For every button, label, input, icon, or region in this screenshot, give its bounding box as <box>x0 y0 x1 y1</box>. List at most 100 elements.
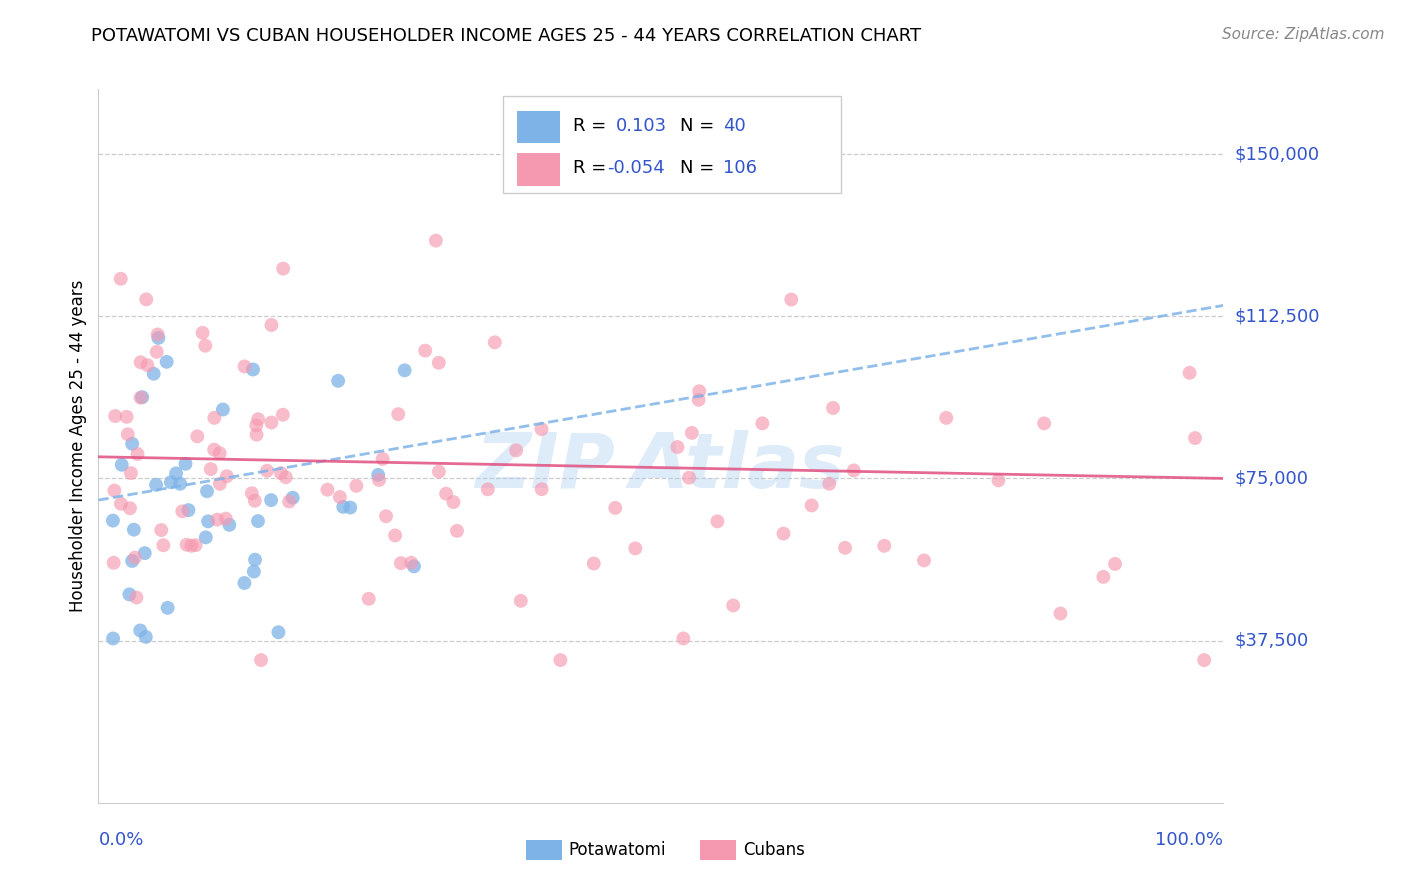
Y-axis label: Householder Income Ages 25 - 44 years: Householder Income Ages 25 - 44 years <box>69 280 87 612</box>
Text: Source: ZipAtlas.com: Source: ZipAtlas.com <box>1222 27 1385 42</box>
Point <box>427 356 450 370</box>
Point <box>146 327 169 342</box>
Point <box>399 556 422 570</box>
Point <box>681 425 703 440</box>
Point <box>624 541 647 556</box>
Point <box>357 591 380 606</box>
Point <box>131 390 153 404</box>
FancyBboxPatch shape <box>517 153 560 186</box>
Point <box>156 600 179 615</box>
Point <box>672 632 695 646</box>
Point <box>135 293 157 307</box>
Point <box>191 326 214 340</box>
Point <box>706 515 728 529</box>
Point <box>240 486 263 500</box>
Point <box>550 653 572 667</box>
Point <box>247 412 270 426</box>
Point <box>344 479 367 493</box>
Point <box>367 467 389 482</box>
Point <box>477 483 499 497</box>
Point <box>233 359 256 374</box>
Point <box>394 363 416 377</box>
Point <box>328 374 350 388</box>
Point <box>180 539 202 553</box>
Point <box>142 367 165 381</box>
Point <box>104 409 127 423</box>
Point <box>121 437 143 451</box>
Point <box>110 272 132 286</box>
Point <box>176 538 198 552</box>
Text: 0.0%: 0.0% <box>98 831 143 849</box>
Point <box>256 464 278 478</box>
Point <box>873 539 896 553</box>
Point <box>207 513 229 527</box>
Point <box>233 576 256 591</box>
Point <box>384 528 406 542</box>
Text: R =: R = <box>574 118 612 136</box>
Point <box>427 465 450 479</box>
Point <box>270 466 292 480</box>
Point <box>274 470 297 484</box>
Point <box>371 451 394 466</box>
Point <box>246 514 269 528</box>
Point <box>271 261 294 276</box>
Point <box>339 500 361 515</box>
Point <box>530 422 553 436</box>
Point <box>582 557 605 571</box>
Point <box>834 541 856 555</box>
Point <box>129 355 152 369</box>
Point <box>721 599 744 613</box>
Point <box>316 483 339 497</box>
Point <box>197 514 219 528</box>
Point <box>688 384 710 399</box>
Point <box>402 559 425 574</box>
Point <box>129 391 152 405</box>
Point <box>271 408 294 422</box>
Point <box>124 550 146 565</box>
Point <box>368 473 391 487</box>
Point <box>186 429 208 443</box>
Point <box>912 553 935 567</box>
Point <box>505 443 527 458</box>
Point <box>174 457 197 471</box>
Point <box>387 407 409 421</box>
Point <box>200 462 222 476</box>
Point <box>278 494 301 508</box>
Point <box>136 358 159 372</box>
Point <box>127 447 149 461</box>
Point <box>375 509 398 524</box>
Point <box>218 517 240 532</box>
Point <box>1049 607 1071 621</box>
Point <box>172 504 194 518</box>
Point <box>1033 417 1056 431</box>
Point <box>243 552 266 566</box>
Point <box>1104 557 1126 571</box>
Point <box>332 500 354 514</box>
Point <box>267 625 290 640</box>
Point <box>202 442 225 457</box>
Point <box>120 466 142 480</box>
Point <box>118 501 141 516</box>
FancyBboxPatch shape <box>503 96 841 193</box>
FancyBboxPatch shape <box>700 840 737 860</box>
Point <box>160 475 183 490</box>
Point <box>202 410 225 425</box>
Point <box>987 473 1010 487</box>
Point <box>243 493 266 508</box>
Point <box>688 392 710 407</box>
Point <box>243 565 266 579</box>
Point <box>195 484 218 499</box>
Point <box>281 491 304 505</box>
Point <box>823 401 845 415</box>
Text: POTAWATOMI VS CUBAN HOUSEHOLDER INCOME AGES 25 - 44 YEARS CORRELATION CHART: POTAWATOMI VS CUBAN HOUSEHOLDER INCOME A… <box>91 27 921 45</box>
Point <box>751 417 773 431</box>
Point <box>148 331 170 345</box>
Point <box>443 495 465 509</box>
Text: 40: 40 <box>723 118 745 136</box>
Point <box>101 514 124 528</box>
Text: -0.054: -0.054 <box>607 159 665 177</box>
Point <box>115 409 138 424</box>
Point <box>117 427 139 442</box>
Point <box>177 503 200 517</box>
Point <box>208 476 231 491</box>
